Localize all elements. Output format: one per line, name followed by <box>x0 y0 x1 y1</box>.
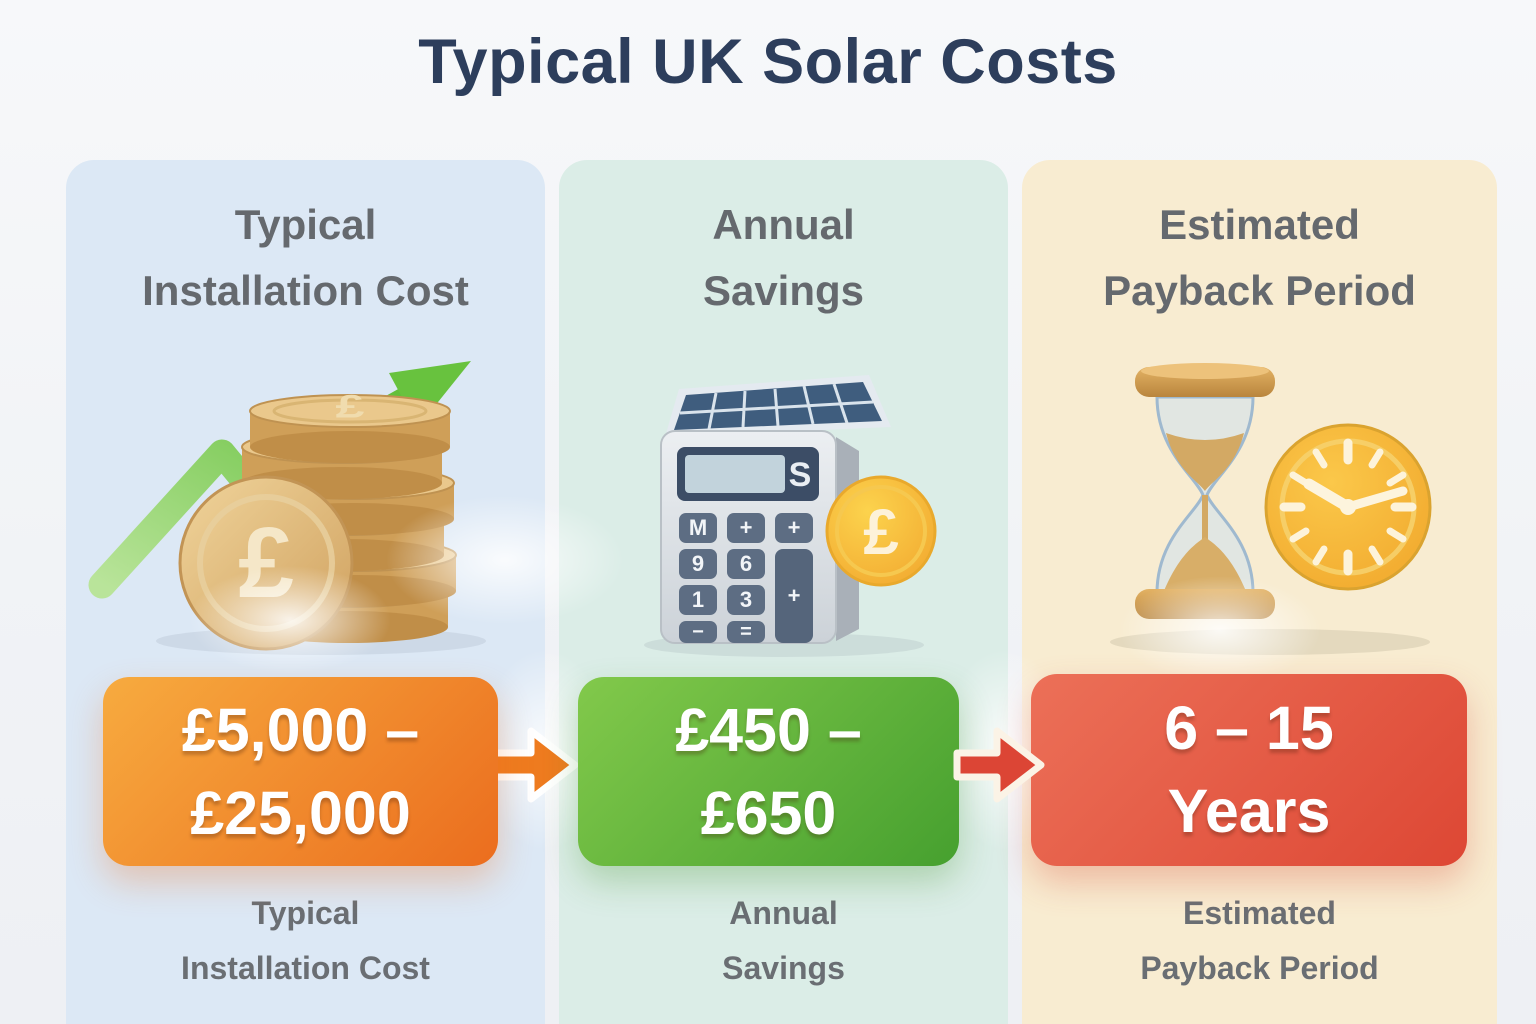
column-installation-cost: Typical Installation Cost <box>66 160 545 1024</box>
caption-line: Savings <box>722 950 845 987</box>
caption-payback-period: Estimated Payback Period <box>1022 886 1497 996</box>
svg-text:=: = <box>740 621 752 643</box>
clock <box>1264 423 1431 591</box>
value-annual-savings: £450 – £650 <box>578 677 959 866</box>
svg-text:9: 9 <box>691 551 703 576</box>
coins-growth-illustration: £ £ <box>88 361 486 655</box>
column-header-payback-period: Estimated Payback Period <box>1022 192 1497 325</box>
svg-text:−: − <box>692 621 704 643</box>
caption-line: Annual <box>729 895 838 931</box>
header-line: Typical <box>234 201 377 248</box>
header-line: Estimated <box>1159 201 1360 248</box>
value-line: £650 <box>700 778 837 847</box>
coins-growth-icon: £ £ <box>66 338 545 660</box>
arrow-shape <box>487 727 579 803</box>
flow-arrow-right-2 <box>953 727 1045 803</box>
svg-text:M: M <box>688 515 706 540</box>
calculator-display-value: S <box>788 456 811 494</box>
solar-calculator-illustration: S M + + 9 6 1 3 + − = £ <box>643 375 936 657</box>
column-payback-period: Estimated Payback Period <box>1022 160 1497 1024</box>
coin-pound-symbol: £ <box>863 496 899 568</box>
pound-coin: £ <box>825 475 936 587</box>
shadow <box>1109 629 1430 655</box>
header-line: Annual <box>712 201 855 248</box>
svg-text:+: + <box>787 583 800 608</box>
hourglass-clock-icon <box>1022 338 1497 660</box>
stack-coin-pound-symbol: £ <box>335 389 364 425</box>
page-title: Typical UK Solar Costs <box>418 27 1118 97</box>
column-header-annual-savings: Annual Savings <box>559 192 1008 325</box>
value-line: £450 – <box>675 695 862 764</box>
svg-text:1: 1 <box>691 587 703 612</box>
svg-text:+: + <box>787 515 800 540</box>
solar-panel <box>664 375 891 437</box>
value-line: 6 – 15 <box>1164 694 1334 763</box>
front-pound-coin: £ <box>178 475 353 651</box>
front-coin-pound-symbol: £ <box>238 507 294 619</box>
solar-calculator-icon: S M + + 9 6 1 3 + − = £ <box>559 338 1008 660</box>
value-line: £25,000 <box>190 778 411 847</box>
hourglass <box>1134 363 1275 619</box>
caption-installation-cost: Typical Installation Cost <box>66 886 545 996</box>
calculator-keypad: M + + 9 6 1 3 + − = <box>678 513 813 643</box>
flow-arrow-right-1 <box>487 727 579 803</box>
value-line: £5,000 – <box>181 695 420 764</box>
arrow-shape <box>953 727 1045 803</box>
header-line: Payback Period <box>1103 267 1416 315</box>
caption-line: Payback Period <box>1140 950 1379 987</box>
caption-line: Installation Cost <box>181 950 430 987</box>
caption-line: Typical <box>251 895 360 931</box>
header-line: Savings <box>702 267 865 315</box>
caption-annual-savings: Annual Savings <box>559 886 1008 996</box>
header-line: Installation Cost <box>142 267 469 315</box>
svg-text:3: 3 <box>739 587 751 612</box>
svg-text:+: + <box>739 515 752 540</box>
column-annual-savings: Annual Savings <box>559 160 1008 1024</box>
column-header-installation-cost: Typical Installation Cost <box>66 192 545 325</box>
caption-line: Estimated <box>1183 895 1336 931</box>
value-payback-period: 6 – 15 Years <box>1031 674 1467 866</box>
svg-text:6: 6 <box>739 551 751 576</box>
value-installation-cost: £5,000 – £25,000 <box>103 677 498 866</box>
value-line: Years <box>1167 777 1331 845</box>
hourglass-clock-illustration <box>1109 363 1431 655</box>
